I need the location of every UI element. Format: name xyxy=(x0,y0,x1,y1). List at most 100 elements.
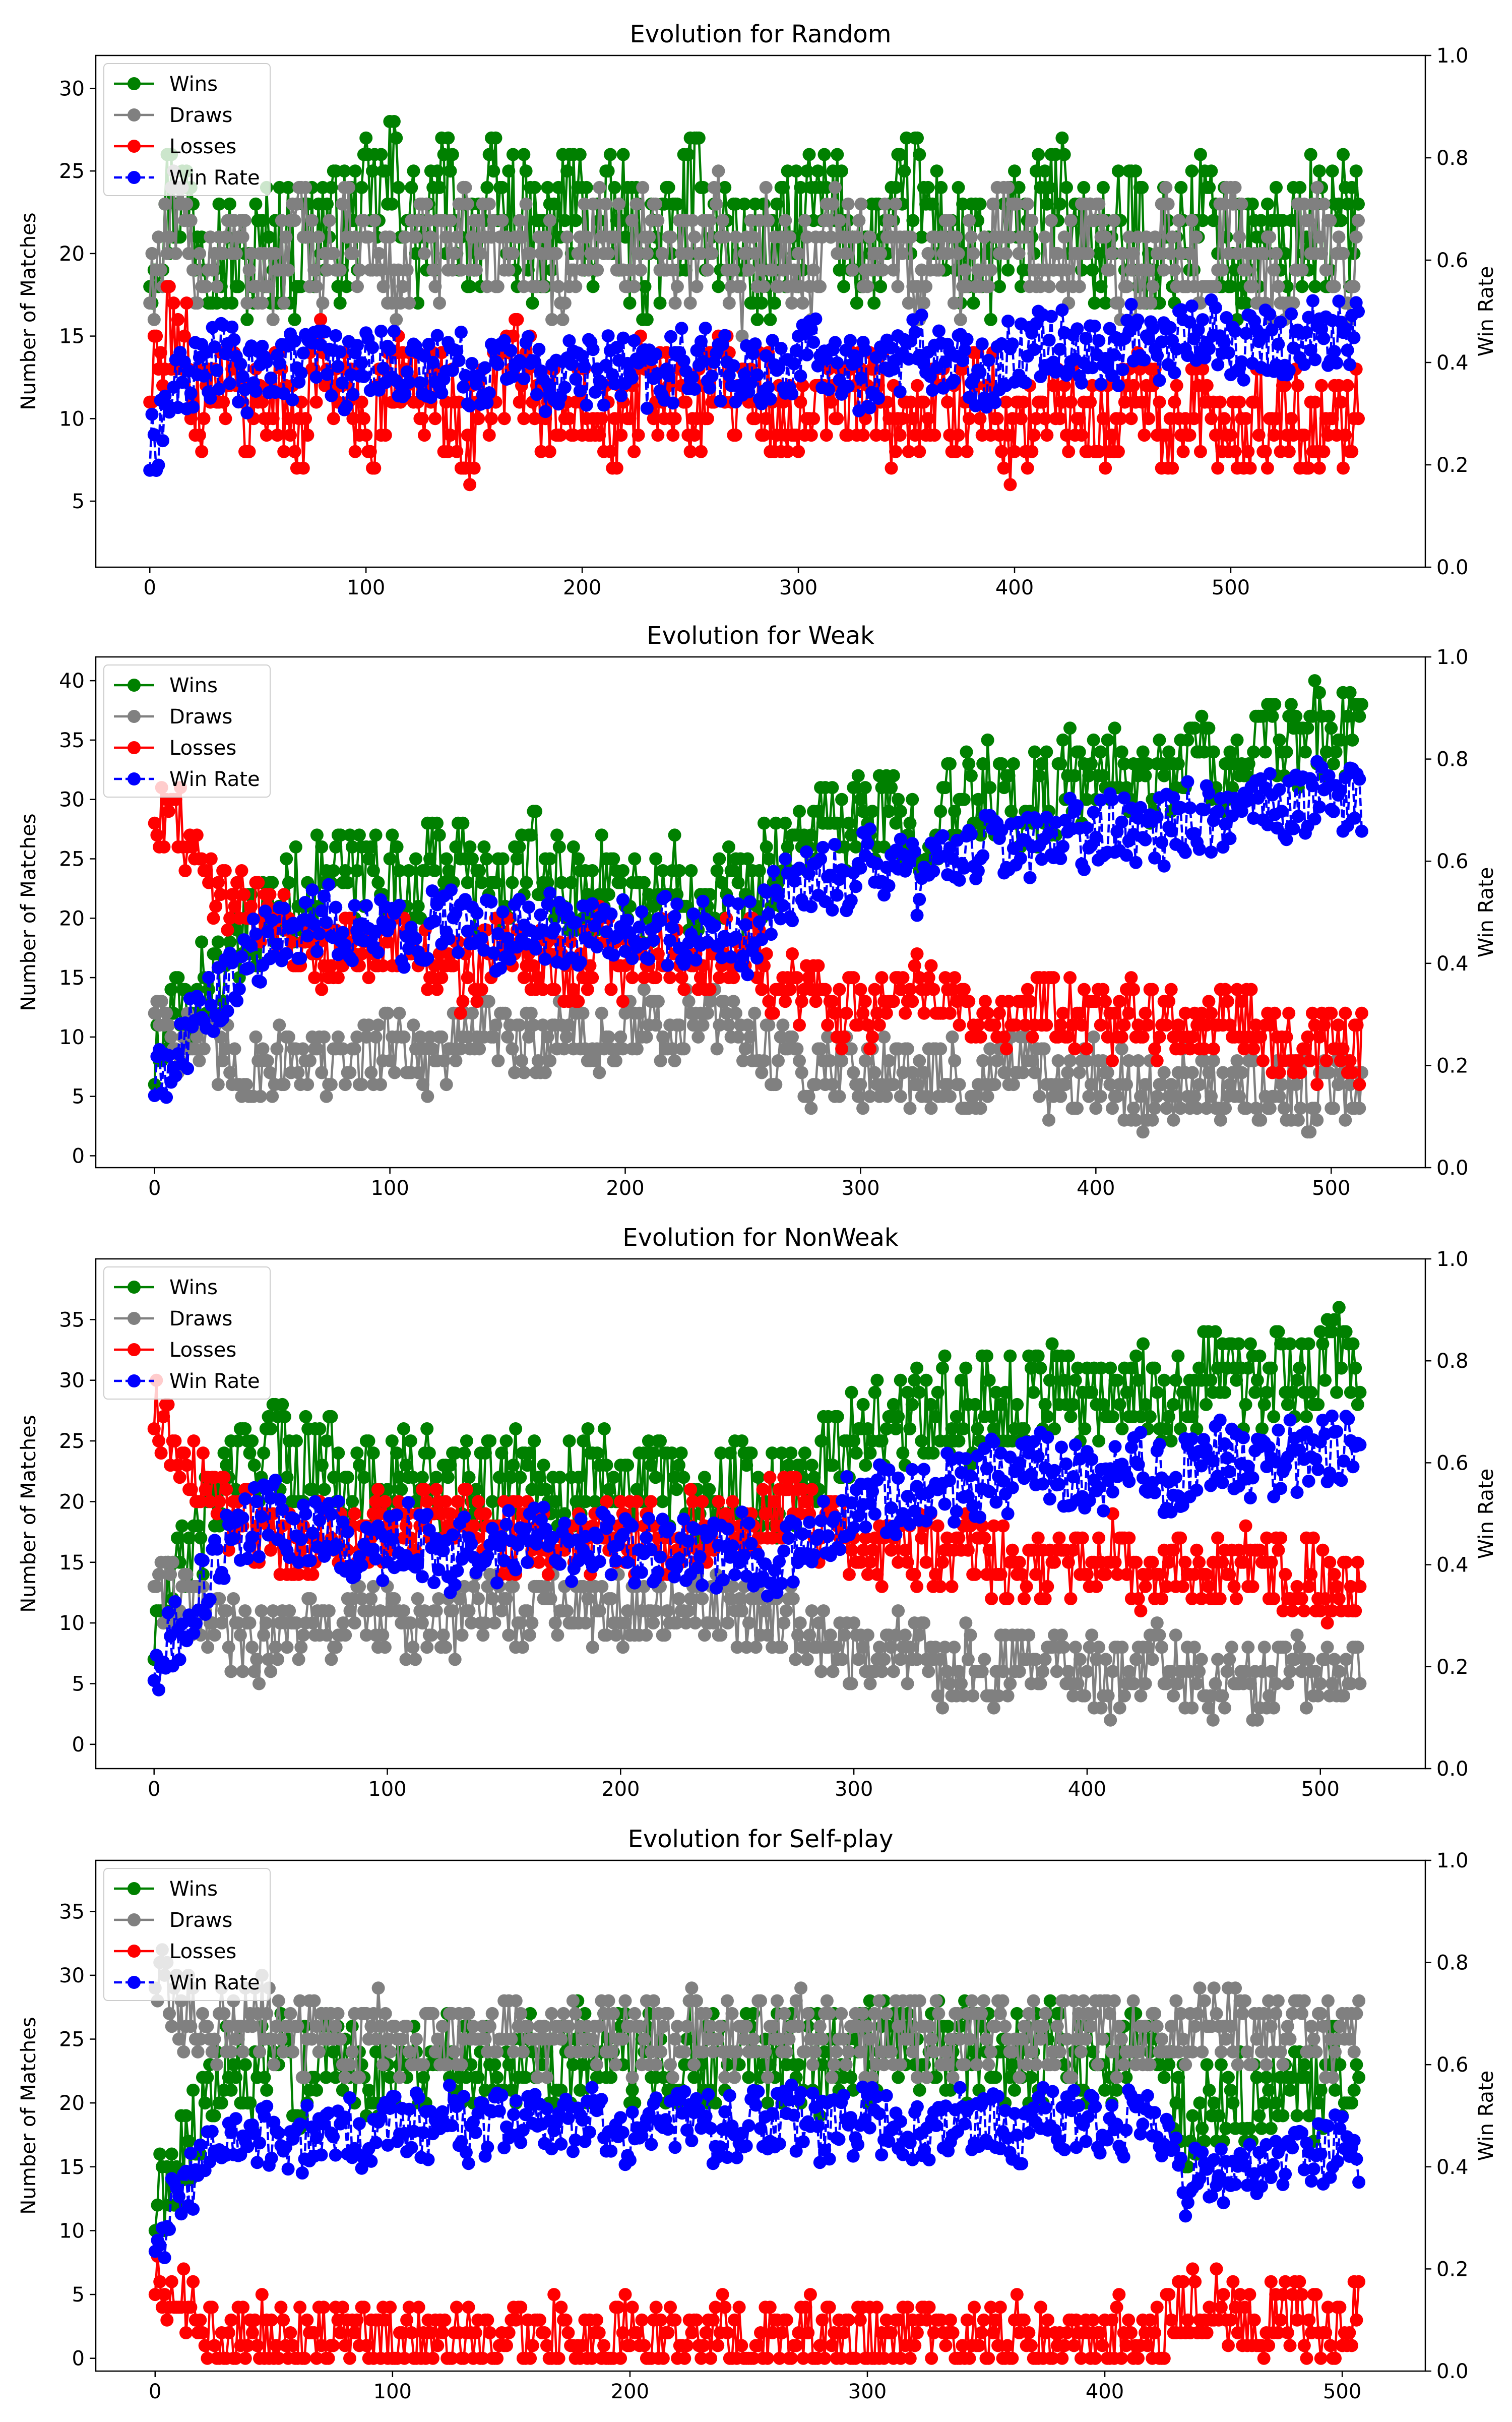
data-point xyxy=(751,1471,765,1484)
data-point xyxy=(605,983,618,996)
data-point xyxy=(219,230,232,244)
data-point xyxy=(1085,757,1098,770)
data-point xyxy=(1165,983,1178,996)
data-point xyxy=(1311,1398,1325,1411)
data-point xyxy=(1339,1114,1352,1127)
data-point xyxy=(169,1069,182,1082)
data-point xyxy=(625,372,639,385)
data-point xyxy=(537,1459,550,1472)
data-point xyxy=(793,1018,806,1032)
x-tick-label: 100 xyxy=(347,576,385,599)
data-point xyxy=(805,429,818,442)
data-point xyxy=(804,1102,817,1115)
data-point xyxy=(908,959,921,973)
data-point xyxy=(1355,825,1368,838)
data-point xyxy=(278,902,291,915)
data-point xyxy=(661,959,674,972)
data-point xyxy=(251,876,265,889)
data-point xyxy=(420,198,433,211)
data-point xyxy=(597,399,610,412)
data-point xyxy=(574,148,587,161)
data-point xyxy=(1032,1350,1045,1363)
data-point xyxy=(643,230,656,244)
data-point xyxy=(1155,836,1168,849)
data-point xyxy=(1062,1350,1075,1363)
x-tick-label: 500 xyxy=(1312,1177,1350,1200)
data-point xyxy=(591,1446,604,1460)
data-point xyxy=(1308,812,1321,825)
data-point xyxy=(974,1102,987,1115)
data-point xyxy=(607,1471,620,1484)
data-point xyxy=(321,198,334,211)
data-point xyxy=(290,1434,303,1447)
data-point xyxy=(501,1031,514,1044)
data-point xyxy=(1270,412,1283,425)
data-point xyxy=(1034,1362,1047,1375)
data-point xyxy=(1218,1386,1231,1399)
data-point xyxy=(362,971,375,984)
data-point xyxy=(1251,1374,1264,1387)
data-point xyxy=(267,412,280,425)
data-point xyxy=(1092,198,1105,211)
data-point xyxy=(318,889,331,902)
data-point xyxy=(1153,374,1166,387)
data-point xyxy=(701,264,714,277)
data-point xyxy=(677,1042,690,1055)
data-point xyxy=(732,1031,745,1044)
data-point xyxy=(496,853,510,866)
data-point xyxy=(316,296,329,310)
data-point xyxy=(191,828,204,841)
data-point xyxy=(331,360,344,373)
data-point xyxy=(461,876,474,889)
data-point xyxy=(1239,412,1252,425)
data-point xyxy=(570,916,583,929)
data-point xyxy=(1332,294,1345,308)
data-point xyxy=(743,1031,757,1044)
data-point xyxy=(463,840,476,854)
legend-entry-label: Wins xyxy=(169,674,218,697)
data-point xyxy=(221,924,234,937)
data-point xyxy=(457,381,470,394)
data-point xyxy=(1092,334,1105,347)
data-point xyxy=(234,357,247,371)
data-point xyxy=(310,396,323,409)
data-point xyxy=(261,1054,274,1067)
data-point xyxy=(166,1556,179,1569)
data-point xyxy=(1043,280,1056,293)
data-point xyxy=(859,344,872,357)
data-point xyxy=(671,280,684,293)
data-point xyxy=(1162,746,1175,759)
data-point xyxy=(1181,734,1194,747)
data-point xyxy=(1082,247,1095,260)
data-point xyxy=(532,1054,545,1067)
data-point xyxy=(431,329,444,342)
data-point xyxy=(277,296,290,310)
data-point xyxy=(704,995,717,1008)
data-point xyxy=(1264,1018,1277,1032)
data-point xyxy=(715,876,728,889)
data-point xyxy=(1185,299,1199,313)
data-point xyxy=(919,280,932,293)
data-point xyxy=(656,1495,669,1508)
data-point xyxy=(993,1007,1006,1020)
data-point xyxy=(1219,1102,1232,1115)
data-point xyxy=(1094,1090,1107,1103)
data-point xyxy=(489,132,502,145)
data-point xyxy=(509,1422,522,1435)
data-point xyxy=(792,247,805,260)
data-point xyxy=(1219,983,1232,996)
data-point xyxy=(695,445,708,458)
data-point xyxy=(280,947,293,960)
data-point xyxy=(550,828,563,841)
data-point xyxy=(466,853,479,866)
data-point xyxy=(1326,164,1339,177)
data-point xyxy=(1346,734,1359,747)
data-point xyxy=(332,971,345,984)
data-point xyxy=(1231,1054,1244,1067)
data-point xyxy=(1294,1102,1307,1115)
x-tick-label: 300 xyxy=(841,1177,879,1200)
data-point xyxy=(572,247,585,260)
data-point xyxy=(574,956,587,969)
legend-entry-label: Losses xyxy=(169,135,236,158)
data-point xyxy=(483,198,496,211)
